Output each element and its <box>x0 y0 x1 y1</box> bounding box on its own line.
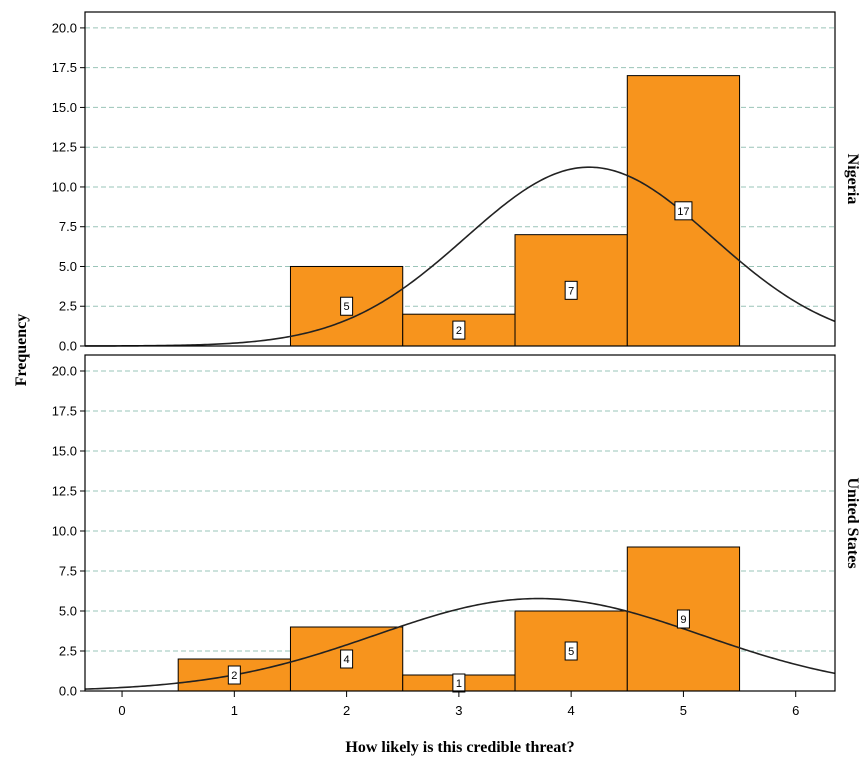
normal-curve <box>84 597 836 690</box>
bar-value-label: 17 <box>674 201 693 221</box>
x-tick-label: 5 <box>680 703 687 718</box>
y-tick-label: 10.0 <box>52 524 77 539</box>
x-axis-title: How likely is this credible threat? <box>345 739 574 756</box>
x-tick-label: 3 <box>455 703 462 718</box>
y-tick-label: 17.5 <box>52 60 77 75</box>
bar-value-label: 4 <box>340 649 354 669</box>
x-tick-label: 1 <box>231 703 238 718</box>
x-tick-label: 2 <box>343 703 350 718</box>
panels-layer: 0.02.55.07.510.012.515.017.520.052717Nig… <box>52 11 861 699</box>
bar-value-label: 9 <box>676 609 690 629</box>
x-tick-label: 4 <box>568 703 575 718</box>
panel-frame <box>84 11 836 347</box>
y-tick-label: 12.5 <box>52 484 77 499</box>
bar-label-box <box>340 649 354 669</box>
y-tick-label: 15.0 <box>52 100 77 115</box>
bar-label-box <box>564 280 578 300</box>
panel-frame <box>84 354 836 692</box>
panel-label: United States <box>844 477 861 568</box>
y-tick-label: 0.0 <box>59 684 77 699</box>
y-tick-label: 2.5 <box>59 299 77 314</box>
bar-value-label: 2 <box>452 320 466 340</box>
bar-label-text: 4 <box>344 654 350 666</box>
panel-label: Nigeria <box>844 154 861 205</box>
bar-label-text: 9 <box>680 614 686 626</box>
bar-value-label: 2 <box>227 665 241 685</box>
panel-1: 0.0 2.5 5.0 7.5 10.0 12.5 15.0 17.5 20.0 2 4 1 5 9 Uni… <box>52 354 861 699</box>
bar-label-box <box>674 201 693 221</box>
y-tick-label: 7.5 <box>59 564 77 579</box>
y-tick-label: 2.5 <box>59 644 77 659</box>
bar-label-text: 2 <box>456 325 462 337</box>
bar-value-label: 7 <box>564 280 578 300</box>
normal-curve <box>84 166 836 347</box>
bar-label-text: 2 <box>231 670 237 682</box>
x-tick-label: 6 <box>792 703 799 718</box>
y-tick-label: 15.0 <box>52 444 77 459</box>
y-tick-label: 7.5 <box>59 219 77 234</box>
bar-label-text: 5 <box>344 301 350 313</box>
bar-value-label: 5 <box>564 641 578 661</box>
bar-label-box <box>564 641 578 661</box>
x-tick-label: 0 <box>118 703 125 718</box>
bar-label-text: 7 <box>568 285 574 297</box>
y-tick-label: 20.0 <box>52 20 77 35</box>
y-tick-label: 0.0 <box>59 339 77 354</box>
y-tick-label: 12.5 <box>52 140 77 155</box>
bar-label-box <box>340 296 354 316</box>
y-tick-label: 5.0 <box>59 259 77 274</box>
bar-label-box <box>452 320 466 340</box>
y-tick-label: 17.5 <box>52 404 77 419</box>
y-axis-title: Frequency <box>13 314 30 387</box>
bar-value-label: 5 <box>340 296 354 316</box>
bar-label-text: 5 <box>568 646 574 658</box>
y-tick-label: 20.0 <box>52 364 77 379</box>
y-tick-label: 10.0 <box>52 179 77 194</box>
bar-label-text: 1 <box>456 678 462 690</box>
y-tick-label: 5.0 <box>59 604 77 619</box>
x-axis: 0 1 2 3 4 5 6 <box>118 691 799 718</box>
bar-label-box <box>676 609 690 629</box>
bar-label-box <box>227 665 241 685</box>
bar-value-label: 1 <box>452 673 466 693</box>
bar-label-text: 17 <box>677 206 689 218</box>
panel-0: 0.0 2.5 5.0 7.5 10.0 12.5 15.0 17.5 20.0 5 2 7 17 Nig… <box>52 11 861 354</box>
